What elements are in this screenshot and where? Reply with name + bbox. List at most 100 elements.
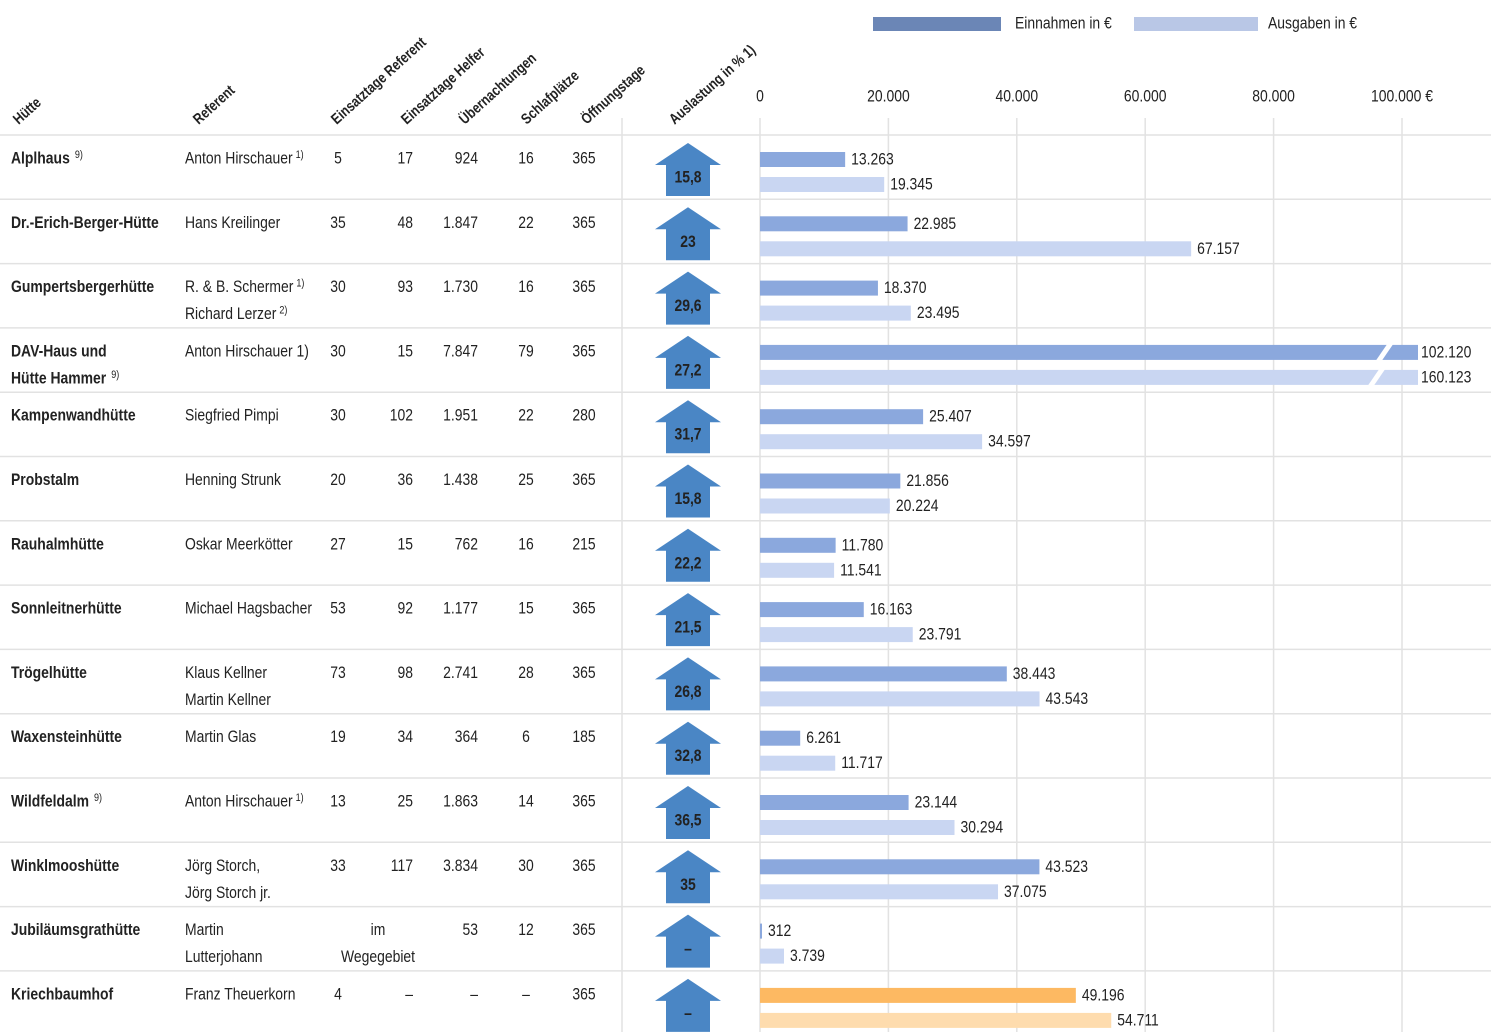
referent: Jörg Storch jr. bbox=[185, 884, 271, 903]
bar-ausgaben bbox=[760, 369, 1415, 385]
bar-einnahmen bbox=[760, 923, 763, 939]
cell: 22 bbox=[518, 406, 533, 425]
cell: 1.177 bbox=[443, 599, 478, 618]
cell: 185 bbox=[572, 728, 595, 747]
bar-label: 22.985 bbox=[914, 215, 957, 234]
cell: 25 bbox=[398, 792, 413, 811]
cell: 25 bbox=[518, 471, 533, 490]
cell: Wegegebiet bbox=[341, 948, 416, 967]
cell: 6 bbox=[522, 728, 530, 747]
axis-break bbox=[1375, 342, 1394, 362]
cell: 27 bbox=[330, 535, 345, 554]
legend-label: Einnahmen in € bbox=[1015, 14, 1112, 33]
x-tick-label: 40.000 bbox=[995, 87, 1038, 106]
cell: 4 bbox=[334, 985, 342, 1004]
bar-einnahmen bbox=[760, 280, 878, 296]
cell: 365 bbox=[572, 985, 595, 1004]
bar-label: 21.856 bbox=[906, 472, 949, 491]
hut-name: Trögelhütte bbox=[11, 664, 87, 683]
hut-name: Winklmooshütte bbox=[11, 857, 120, 876]
referent: Martin bbox=[185, 921, 224, 940]
x-tick-label: 20.000 bbox=[867, 87, 910, 106]
cell: – bbox=[522, 985, 530, 1004]
bar-einnahmen bbox=[760, 537, 836, 553]
cell: 53 bbox=[330, 599, 345, 618]
occupancy: 23 bbox=[680, 233, 696, 252]
referent: Anton Hirschauer 1) bbox=[185, 342, 309, 361]
cell: 15 bbox=[518, 599, 533, 618]
cell: 365 bbox=[572, 342, 595, 361]
house-icon bbox=[655, 657, 721, 711]
occupancy: – bbox=[684, 1004, 692, 1023]
hut-name: Alplhaus bbox=[11, 149, 70, 168]
cell: 215 bbox=[572, 535, 595, 554]
cell: 34 bbox=[398, 728, 414, 747]
bar-label: 49.196 bbox=[1082, 986, 1125, 1005]
bar-ausgaben bbox=[760, 434, 983, 450]
occupancy: 26,8 bbox=[674, 683, 701, 702]
bar-einnahmen bbox=[760, 152, 846, 167]
x-tick-label: 80.000 bbox=[1252, 87, 1295, 106]
bar-label: 38.443 bbox=[1013, 665, 1056, 684]
bar-ausgaben bbox=[760, 948, 785, 964]
house-icon bbox=[655, 721, 721, 775]
footnote: 1) bbox=[296, 278, 304, 290]
referent: Richard Lerzer bbox=[185, 305, 276, 324]
cell: 365 bbox=[572, 664, 595, 683]
house-icon bbox=[655, 786, 721, 839]
bar-ausgaben bbox=[760, 177, 885, 192]
footnote: 9) bbox=[75, 149, 83, 161]
cell: 16 bbox=[518, 149, 533, 168]
occupancy: 21,5 bbox=[674, 618, 701, 637]
hut-name: Gumpertsbergerhütte bbox=[11, 278, 154, 297]
legend-label: Ausgaben in € bbox=[1268, 14, 1357, 33]
occupancy: 15,8 bbox=[674, 168, 701, 187]
cell: 1.951 bbox=[443, 406, 478, 425]
footnote: 9) bbox=[111, 369, 119, 381]
column-header: Hütte bbox=[10, 94, 45, 127]
bar-einnahmen bbox=[760, 666, 1007, 682]
bar-einnahmen bbox=[760, 409, 924, 425]
referent: Franz Theuerkorn bbox=[185, 985, 295, 1004]
house-icon bbox=[655, 207, 721, 261]
occupancy: 31,7 bbox=[674, 425, 701, 444]
cell: 365 bbox=[572, 214, 595, 233]
cell: 17 bbox=[398, 149, 413, 168]
cell: 16 bbox=[518, 278, 533, 297]
hut-name: Kriechbaumhof bbox=[11, 985, 114, 1004]
cell: 365 bbox=[572, 471, 595, 490]
bar-einnahmen bbox=[760, 602, 864, 618]
bar-ausgaben bbox=[760, 305, 911, 321]
cell: 365 bbox=[572, 599, 595, 618]
column-header: Auslastung in % 1) bbox=[666, 42, 759, 128]
referent: Siegfried Pimpi bbox=[185, 406, 279, 425]
cell: 13 bbox=[330, 792, 345, 811]
referent: R. & B. Schermer bbox=[185, 278, 293, 297]
cell: 117 bbox=[391, 857, 413, 876]
bar-label: 25.407 bbox=[929, 407, 972, 426]
referent: Michael Hagsbacher bbox=[185, 599, 312, 618]
bar-ausgaben bbox=[760, 691, 1040, 707]
bar-label: 312 bbox=[768, 922, 791, 941]
footnote: 1) bbox=[296, 149, 304, 161]
footnote: 9) bbox=[94, 792, 102, 804]
bar-label: 67.157 bbox=[1197, 240, 1240, 259]
house-icon bbox=[655, 593, 721, 647]
bar-einnahmen bbox=[760, 859, 1040, 875]
bar-arrow bbox=[1415, 369, 1418, 385]
cell: 102 bbox=[390, 406, 413, 425]
bar-ausgaben bbox=[760, 562, 835, 578]
bar-label: 16.163 bbox=[870, 600, 913, 619]
bar-einnahmen bbox=[760, 344, 1415, 360]
hut-name: Dr.-Erich-Berger-Hütte bbox=[11, 214, 159, 233]
cell: 365 bbox=[572, 278, 595, 297]
bar-arrow bbox=[1415, 344, 1418, 360]
cell: 7.847 bbox=[443, 342, 478, 361]
referent: Martin Kellner bbox=[185, 691, 271, 710]
cell: 1.438 bbox=[443, 471, 478, 490]
house-icon bbox=[655, 400, 721, 454]
house-icon bbox=[655, 143, 721, 196]
bar-ausgaben bbox=[760, 884, 999, 900]
bar-ausgaben bbox=[760, 755, 836, 771]
